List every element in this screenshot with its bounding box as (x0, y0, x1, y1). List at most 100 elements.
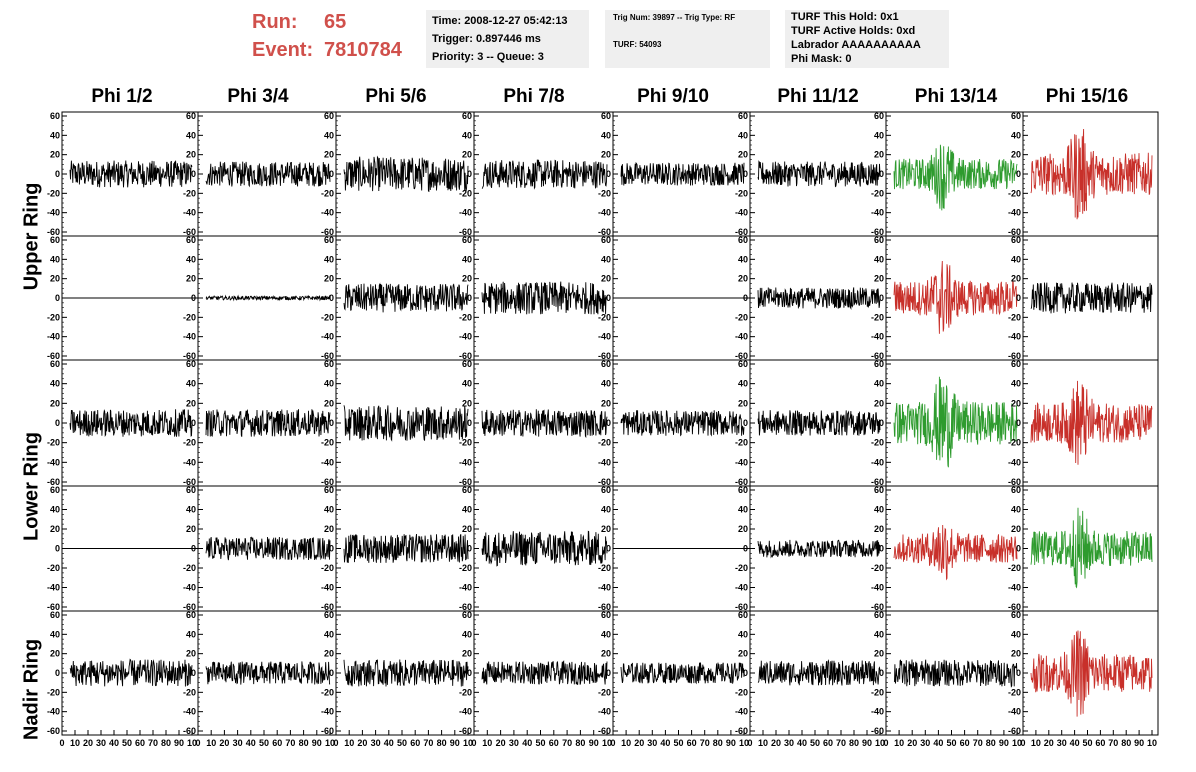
ytick-label: 60 (601, 359, 611, 369)
ytick-label: -60 (321, 477, 334, 487)
ytick-label: 0 (467, 418, 472, 428)
ytick-label: 20 (186, 398, 196, 408)
ytick-label: -40 (183, 457, 196, 467)
ytick-label: 60 (874, 485, 884, 495)
ytick-label: 60 (186, 610, 196, 620)
xtick-label: 30 (233, 738, 243, 748)
ytick-label: -60 (183, 602, 196, 612)
waveform-r2-c0 (69, 409, 193, 438)
ytick-label: -40 (735, 208, 748, 218)
ytick-label: 0 (191, 544, 196, 554)
ytick-label: 20 (874, 274, 884, 284)
ytick-label: -20 (47, 188, 60, 198)
column-header-phi-11-12: Phi 11/12 (777, 86, 859, 107)
ytick-label: -60 (459, 602, 472, 612)
ytick-label: -60 (47, 227, 60, 237)
xtick-label: 40 (384, 738, 394, 748)
ytick-label: -60 (871, 602, 884, 612)
ytick-label: -20 (183, 687, 196, 697)
xtick-label: 30 (920, 738, 930, 748)
waveform-r3-c1 (205, 536, 331, 561)
trig-num-text: Trig Num: 39897 -- Trig Type: RF (613, 13, 736, 22)
xtick-label: 30 (1057, 738, 1067, 748)
xtick-label: 10 (344, 738, 354, 748)
ytick-label: 60 (50, 359, 60, 369)
ytick-label: -40 (598, 457, 611, 467)
ytick-label: 60 (601, 485, 611, 495)
ytick-label: 20 (324, 524, 334, 534)
ytick-label: 0 (743, 668, 748, 678)
ytick-label: 20 (874, 150, 884, 160)
ytick-label: 40 (50, 505, 60, 515)
ytick-label: -60 (321, 227, 334, 237)
ytick-label: -60 (1008, 477, 1021, 487)
xtick-label: 10 (206, 738, 216, 748)
ytick-label: 40 (50, 379, 60, 389)
ytick-label: 20 (1011, 524, 1021, 534)
ytick-label: 0 (743, 544, 748, 554)
xtick-label: 50 (259, 738, 269, 748)
ytick-label: 60 (601, 235, 611, 245)
xtick-label: 70 (973, 738, 983, 748)
ytick-label: -40 (47, 583, 60, 593)
ytick-label: -60 (598, 602, 611, 612)
ytick-label: -20 (598, 312, 611, 322)
turf-active-holds-text: TURF Active Holds: 0xd (791, 25, 916, 37)
ytick-label: 60 (50, 111, 60, 121)
waveform-r2-c2 (343, 405, 469, 442)
xtick-label: 40 (246, 738, 256, 748)
ytick-label: 0 (1016, 544, 1021, 554)
xtick-label: 10 (1012, 738, 1022, 748)
ytick-label: -60 (459, 726, 472, 736)
ytick-label: -60 (871, 351, 884, 361)
ytick-label: 20 (186, 524, 196, 534)
xtick-label: 70 (562, 738, 572, 748)
ytick-label: -20 (183, 312, 196, 322)
ytick-label: 60 (50, 485, 60, 495)
ytick-label: -40 (183, 583, 196, 593)
ytick-label: -60 (183, 477, 196, 487)
ytick-label: -40 (1008, 707, 1021, 717)
ytick-label: -40 (47, 332, 60, 342)
xtick-label: 70 (700, 738, 710, 748)
ytick-label: -60 (459, 227, 472, 237)
ytick-label: -60 (47, 477, 60, 487)
ytick-label: 20 (874, 524, 884, 534)
xtick-label: 20 (219, 738, 229, 748)
ytick-label: 0 (467, 293, 472, 303)
ytick-label: 60 (186, 235, 196, 245)
ytick-label: 60 (186, 485, 196, 495)
xtick-label: 10 (325, 738, 335, 748)
ytick-label: -40 (459, 457, 472, 467)
xtick-label: 30 (371, 738, 381, 748)
ytick-label: 20 (462, 274, 472, 284)
labrador-text: Labrador AAAAAAAAAA (791, 39, 921, 51)
xtick-label: 20 (771, 738, 781, 748)
ytick-label: 0 (467, 544, 472, 554)
xtick-label: 40 (797, 738, 807, 748)
xtick-label: 60 (272, 738, 282, 748)
xtick-label: 70 (836, 738, 846, 748)
ytick-label: 20 (1011, 274, 1021, 284)
ytick-label: 40 (738, 379, 748, 389)
ytick-label: -60 (459, 477, 472, 487)
ytick-label: -40 (321, 707, 334, 717)
xtick-label: 90 (862, 738, 872, 748)
run-value: 65 (324, 11, 347, 33)
ytick-label: 20 (1011, 398, 1021, 408)
ytick-label: -40 (459, 332, 472, 342)
ytick-label: 0 (191, 169, 196, 179)
ytick-label: -40 (598, 707, 611, 717)
ytick-label: 40 (462, 254, 472, 264)
ytick-label: 40 (186, 505, 196, 515)
ytick-label: -60 (1008, 351, 1021, 361)
xtick-label: 10 (894, 738, 904, 748)
ytick-label: 40 (1011, 629, 1021, 639)
ytick-label: 0 (879, 169, 884, 179)
ytick-label: 60 (738, 485, 748, 495)
ytick-label: -20 (871, 188, 884, 198)
ytick-label: 0 (606, 293, 611, 303)
xtick-label: 60 (823, 738, 833, 748)
waveform-r2-c7 (1030, 380, 1153, 465)
ytick-label: -60 (735, 351, 748, 361)
